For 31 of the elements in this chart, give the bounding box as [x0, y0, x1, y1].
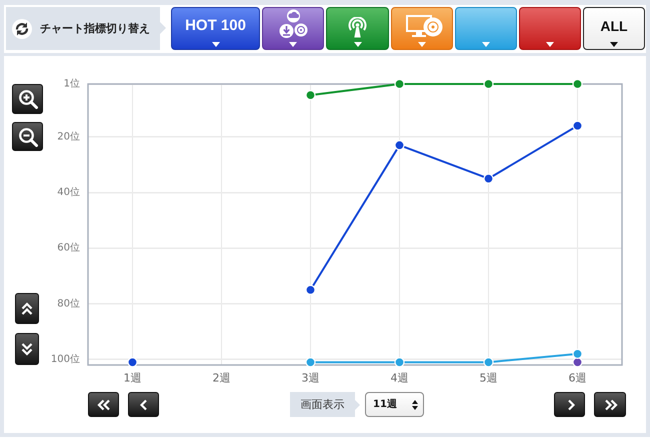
- y-tick-label: 1位: [64, 78, 80, 90]
- point: [483, 78, 494, 90]
- point: [394, 357, 405, 368]
- point: [572, 348, 583, 359]
- chart-switch-label: チャート指標切り替え: [6, 7, 166, 50]
- x-tick-label: 5週: [480, 371, 498, 384]
- display-label: 画面表示: [290, 392, 360, 417]
- point: [305, 284, 316, 295]
- y-tick-label: 100位: [50, 353, 80, 366]
- tab-button: ALL: [583, 7, 645, 50]
- point: [572, 78, 583, 90]
- point: [394, 140, 405, 150]
- point: [305, 90, 316, 100]
- y-tick-label: 40位: [57, 186, 80, 198]
- point: [127, 357, 138, 368]
- point: [305, 357, 316, 368]
- y-tick-label: 20位: [57, 130, 80, 142]
- y-tick-label: 60位: [57, 242, 80, 254]
- x-tick-label: 1週: [124, 371, 142, 384]
- tab-button: HOT 100: [171, 7, 260, 50]
- y-tick-label: 80位: [57, 297, 80, 310]
- point: [483, 173, 494, 184]
- weeks-select: 11週: [365, 392, 424, 417]
- x-tick-label: 4週: [390, 371, 408, 384]
- point: [394, 78, 405, 90]
- x-tick-label: 3週: [302, 371, 320, 384]
- point: [572, 357, 583, 368]
- point: [572, 120, 583, 131]
- point: [483, 357, 494, 368]
- x-tick-label: 6週: [568, 371, 586, 384]
- x-tick-label: 2週: [212, 371, 230, 384]
